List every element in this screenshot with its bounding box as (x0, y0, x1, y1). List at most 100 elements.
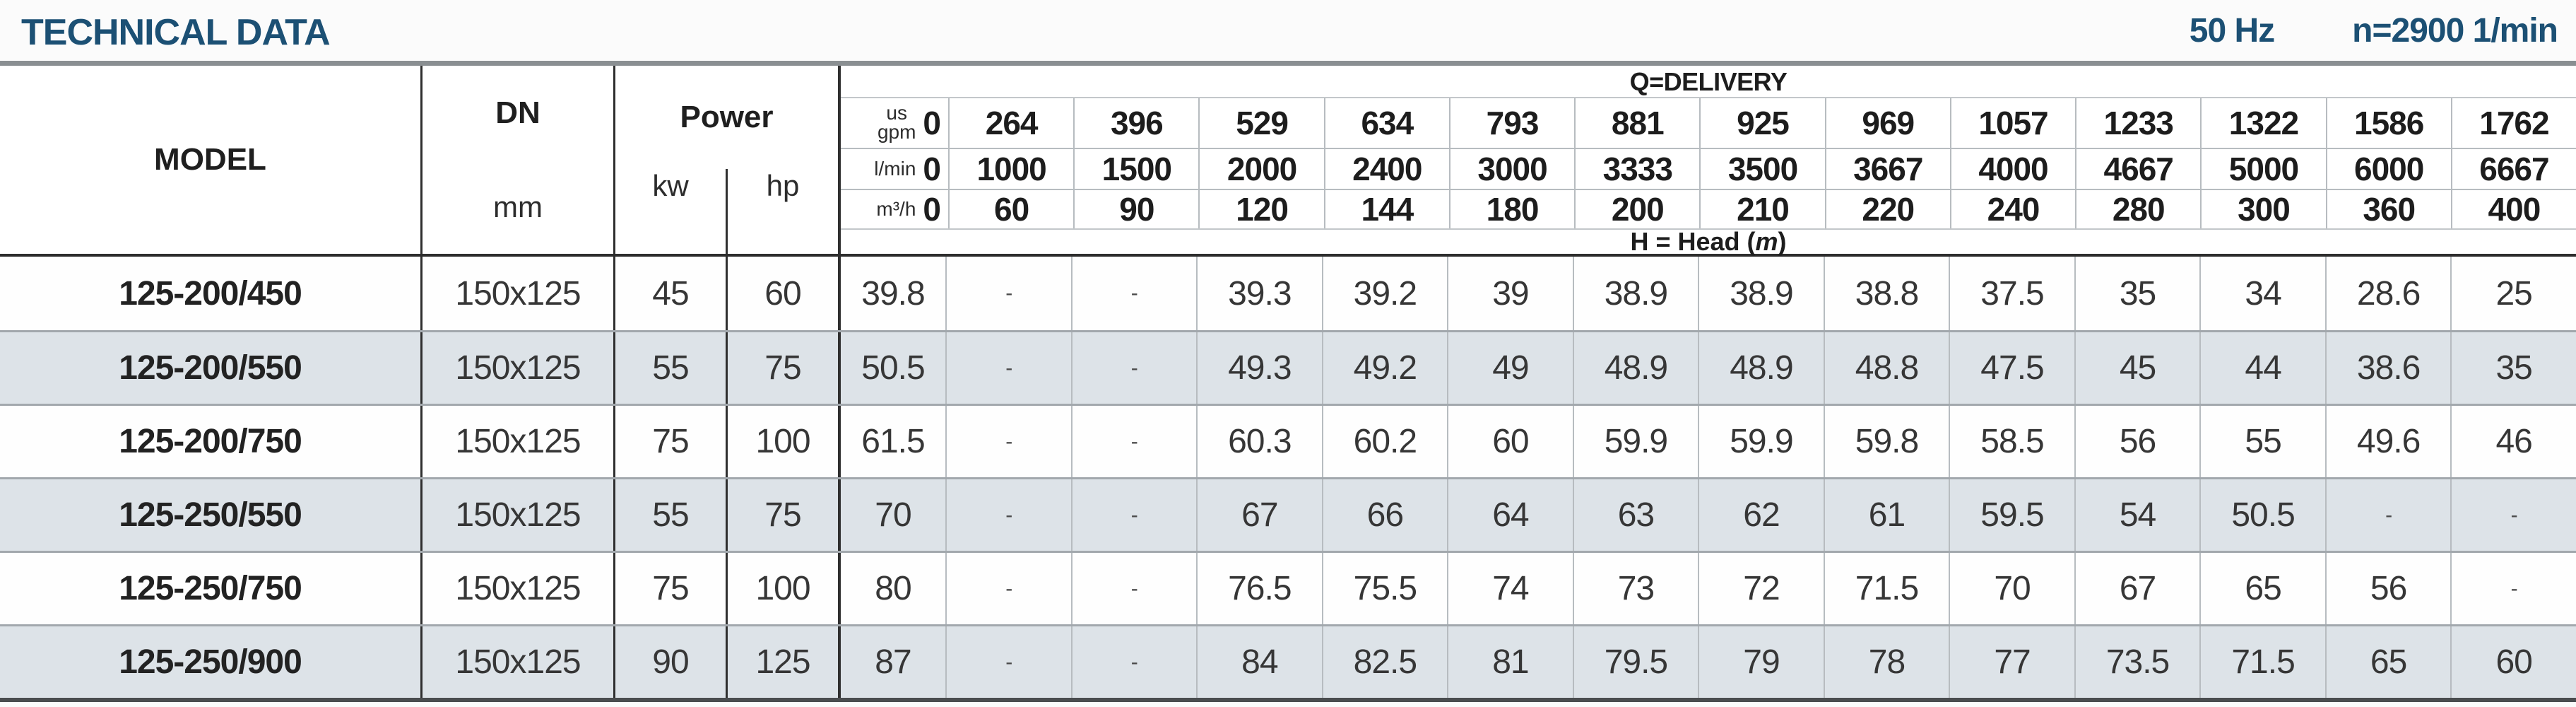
head-value-cell: 38.9 (1698, 257, 1824, 330)
delivery-value-cell: 969 (1824, 98, 1950, 148)
head-value-cell: 60.3 (1196, 406, 1322, 477)
delivery-unit-rows: us gpm 0 264 396 529 634 793 881 925 969 1057 1233 13… (841, 97, 2576, 228)
head-value-cell: - (945, 332, 1071, 404)
model-cell: 125-200/750 (119, 423, 302, 460)
head-value-cell: 44 (2199, 332, 2325, 404)
head-value-cell: 60 (2450, 626, 2576, 698)
delivery-value-cell: 200 (1574, 190, 1699, 228)
table-row: 125-200/550 150x125 55 75 50.5- -49.3 49.2 49 48… (0, 330, 2576, 404)
head-value-cell: 79.5 (1572, 626, 1698, 698)
head-value-cell: 61.5 (838, 406, 945, 477)
delivery-value-cell: 4000 (1949, 149, 2075, 189)
head-value-cell: 37.5 (1949, 257, 2074, 330)
head-value-cell: 49.2 (1321, 332, 1448, 404)
head-value-cell: 67 (1196, 479, 1322, 551)
head-value-cell: 64 (1447, 479, 1573, 551)
head-value-cell: 59.5 (1949, 479, 2074, 551)
kw-cell: 90 (613, 626, 726, 698)
power-unit-kw: kw (652, 169, 689, 203)
delivery-value-cell: 180 (1448, 190, 1574, 228)
hp-cell: 125 (726, 626, 838, 698)
delivery-value-cell: 280 (2075, 190, 2200, 228)
head-value-cell: - (1070, 479, 1197, 551)
head-value-cell: - (1070, 553, 1197, 624)
delivery-zero-value: 0 (923, 191, 941, 228)
head-value-cell: 65 (2324, 626, 2451, 698)
head-value-cell: 39 (1447, 257, 1573, 330)
model-cell: 125-250/750 (119, 570, 302, 607)
top-bar: TECHNICAL DATA 50 Hz n=2900 1/min (0, 0, 2576, 61)
head-value-cell: 46 (2450, 406, 2576, 477)
hp-cell: 100 (726, 553, 838, 624)
head-note-unit: m (1755, 227, 1778, 256)
head-value-cell: 66 (1321, 479, 1448, 551)
technical-data-table: MODEL DN mm Power kw hp Q=DELIVERY us gpm… (0, 61, 2576, 702)
head-value-cell: - (2324, 479, 2451, 551)
head-value-cell: 56 (2324, 553, 2451, 624)
hp-cell: 75 (726, 479, 838, 551)
head-value-cell: 70 (838, 479, 945, 551)
delivery-value-cell: 925 (1699, 98, 1824, 148)
model-cell: 125-250/550 (119, 496, 302, 534)
head-value-cell: 49 (1447, 332, 1573, 404)
head-value-cell: 87 (838, 626, 945, 698)
delivery-value-cell: 3333 (1574, 149, 1699, 189)
head-value-cell: 34 (2199, 257, 2325, 330)
delivery-value-cell: 2000 (1198, 149, 1323, 189)
head-value-cell: 77 (1949, 626, 2074, 698)
delivery-zero-cell: l/min 0 (841, 149, 948, 189)
delivery-unit-text: m³/h (876, 197, 916, 220)
dn-cell: 150x125 (420, 257, 613, 330)
head-value-cell: 39.8 (838, 257, 945, 330)
kw-cell: 45 (613, 257, 726, 330)
head-note-suffix: ) (1778, 227, 1787, 256)
delivery-value-cell: 300 (2200, 190, 2325, 228)
kw-cell: 55 (613, 332, 726, 404)
head-value-cell: 81 (1447, 626, 1573, 698)
column-header-dn: DN mm (420, 66, 613, 254)
head-value-cell: 79 (1698, 626, 1824, 698)
delivery-value-cell: 1233 (2075, 98, 2200, 148)
delivery-unit-row: m³/h 0 60 90 120 144 180 200 210 220 240 280 300 360 4… (841, 189, 2576, 228)
table-body: 125-200/450 150x125 45 60 39.8- -39.3 39.2 39 38… (0, 257, 2576, 698)
head-value-cell: 35 (2450, 332, 2576, 404)
head-value-cell: 49.6 (2324, 406, 2451, 477)
head-value-cell: - (1070, 257, 1197, 330)
delivery-value-cell: 6000 (2325, 149, 2451, 189)
power-label: Power (680, 100, 774, 135)
dn-cell: 150x125 (420, 553, 613, 624)
hp-cell: 60 (726, 257, 838, 330)
delivery-zero-cell: m³/h 0 (841, 190, 948, 228)
head-value-cell: 45 (2074, 332, 2200, 404)
delivery-value-cell: 60 (948, 190, 1073, 228)
column-header-power: Power kw hp (613, 66, 838, 254)
head-value-cell: 48.9 (1698, 332, 1824, 404)
head-value-cell: 80 (838, 553, 945, 624)
head-value-cell: 54 (2074, 479, 2200, 551)
delivery-unit-text: l/min (874, 157, 916, 180)
delivery-value-cell: 396 (1073, 98, 1198, 148)
delivery-value-cell: 3000 (1448, 149, 1574, 189)
delivery-unit-text: gpm (877, 121, 916, 143)
head-value-cell: 39.2 (1321, 257, 1448, 330)
delivery-value-cell: 90 (1073, 190, 1198, 228)
delivery-zero-cell: us gpm 0 (841, 98, 948, 148)
delivery-value-cell: 1000 (948, 149, 1073, 189)
head-value-cell: 82.5 (1321, 626, 1448, 698)
head-value-cell: 63 (1572, 479, 1698, 551)
head-value-cell: 65 (2199, 553, 2325, 624)
table-header: MODEL DN mm Power kw hp Q=DELIVERY us gpm… (0, 66, 2576, 257)
delivery-unit-label: m³/h (876, 197, 916, 220)
head-value-cell: 39.3 (1196, 257, 1322, 330)
table-row: 125-250/550 150x125 55 75 70- -67 66 64 63 62 61 59… (0, 477, 2576, 551)
head-value-cell: 59.9 (1572, 406, 1698, 477)
head-value-cell: 71.5 (2199, 626, 2325, 698)
delivery-unit-row: us gpm 0 264 396 529 634 793 881 925 969 1057 1233 13… (841, 97, 2576, 148)
dn-unit-label: mm (493, 190, 543, 223)
head-value-cell: 58.5 (1949, 406, 2074, 477)
kw-cell: 75 (613, 553, 726, 624)
head-value-cell: 38.6 (2324, 332, 2451, 404)
head-note: H = Head (m) (841, 227, 2576, 256)
frequency-label: 50 Hz (2189, 12, 2275, 49)
hp-cell: 75 (726, 332, 838, 404)
